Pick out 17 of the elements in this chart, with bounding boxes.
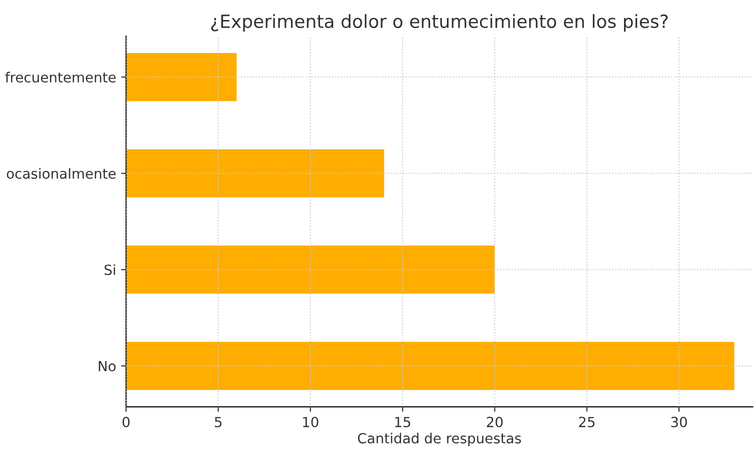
x-tick-label: 5 <box>214 416 222 428</box>
x-tick-label: 0 <box>122 416 130 428</box>
x-axis-title: Cantidad de respuestas <box>358 432 521 446</box>
y-tick-label: No <box>98 361 116 372</box>
chart-title: ¿Experimenta dolor o entumecimiento en los pies? <box>211 14 668 32</box>
y-tick-label: Si <box>104 264 116 276</box>
bar <box>126 246 495 294</box>
x-tick-label: 20 <box>486 416 503 428</box>
x-tick-label: 10 <box>303 416 318 428</box>
bar <box>126 53 237 102</box>
y-tick-label: frecuentemente <box>5 72 116 83</box>
y-tick-label: ocasionalmente <box>6 168 116 179</box>
x-tick-label: 30 <box>671 416 687 428</box>
x-tick-label: 25 <box>579 416 594 428</box>
bar <box>126 149 384 198</box>
bar <box>126 342 734 390</box>
x-tick-label: 15 <box>395 416 410 428</box>
